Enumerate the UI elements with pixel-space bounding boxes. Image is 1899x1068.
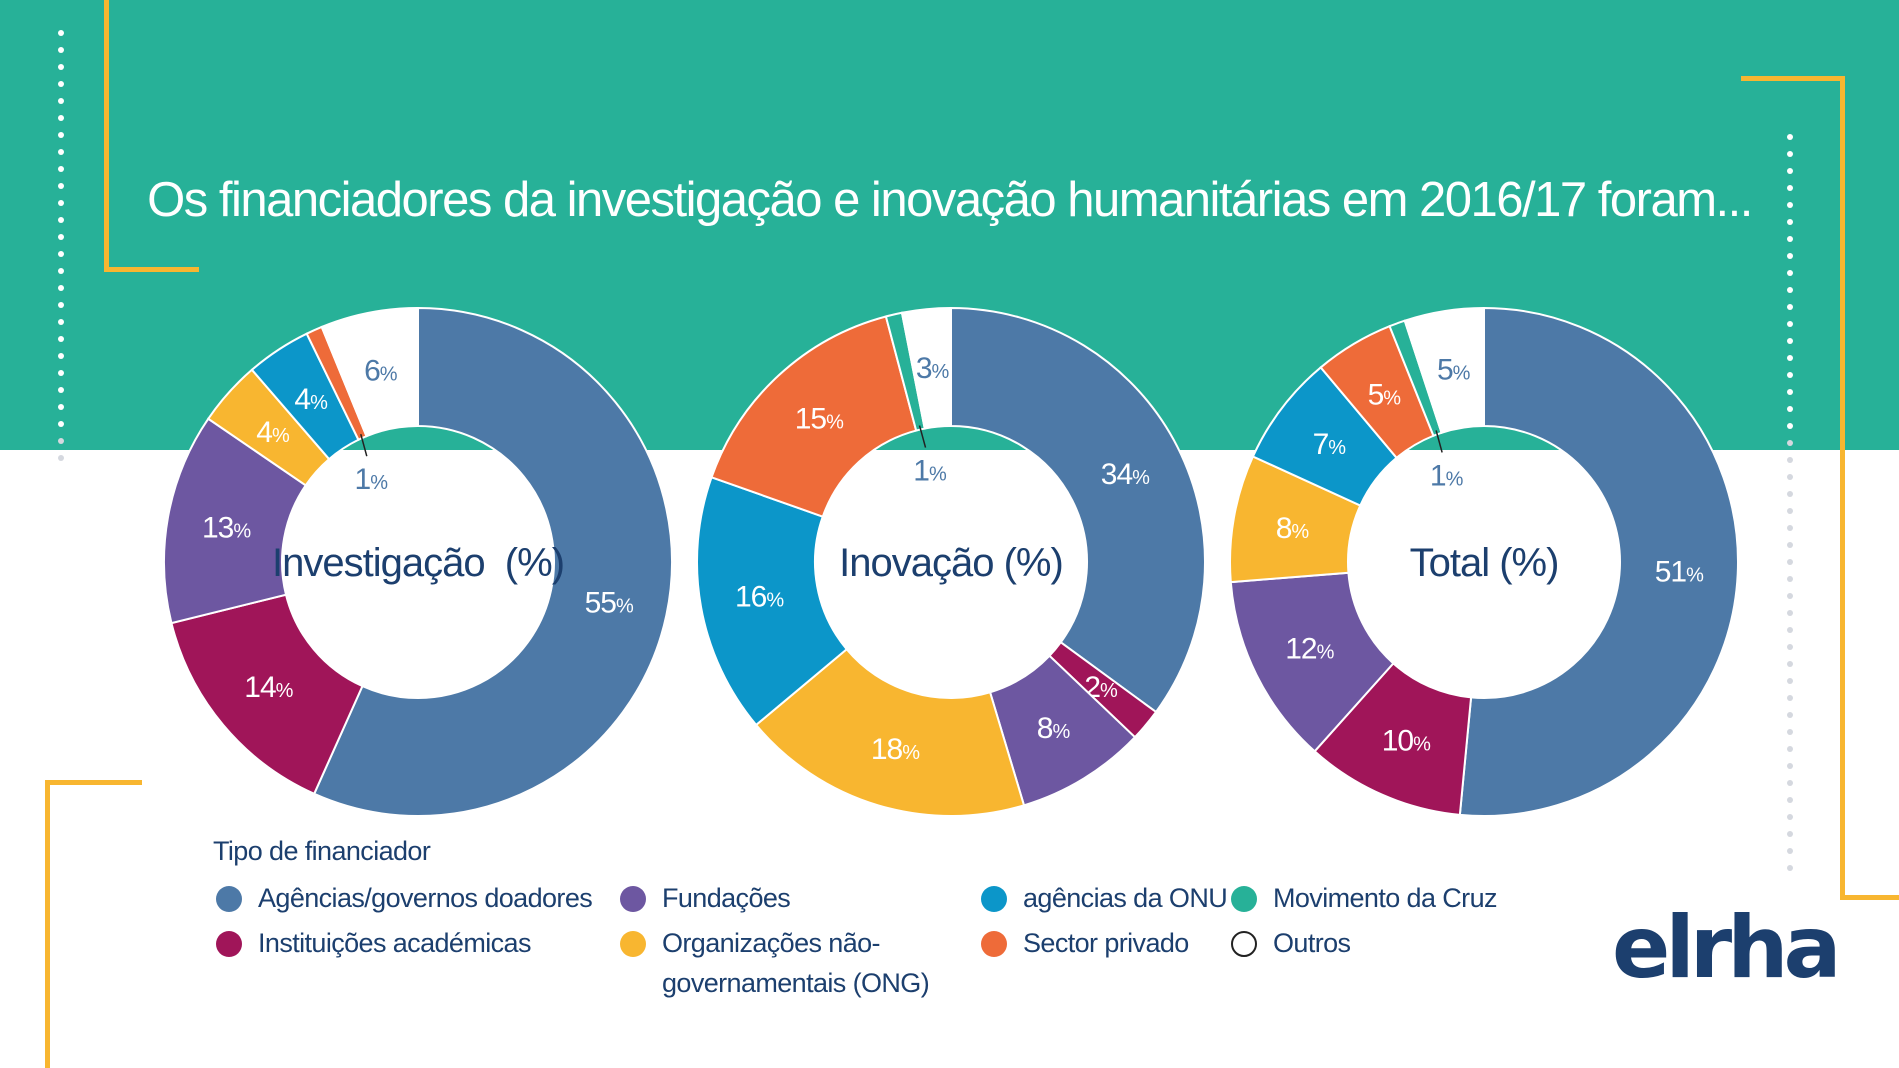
slice (696, 476, 849, 727)
data-label: 1% (1430, 459, 1464, 492)
legend-swatch (216, 886, 242, 912)
bracket-right-top (1741, 76, 1845, 81)
data-label: 1% (355, 463, 389, 496)
slice (754, 647, 1026, 817)
legend-swatch (981, 886, 1007, 912)
data-label: 51% (1655, 555, 1704, 588)
data-label: 16% (735, 581, 784, 614)
dotted-line-left (58, 30, 64, 438)
legend-label: Agências/governos doadores (258, 883, 593, 913)
data-label: 8% (1276, 512, 1310, 545)
legend-label-line2: governamentais (ONG) (662, 968, 930, 998)
donut-3: 51% 10% 12% 8% 7% 5% 1% 5% Total (%) (1229, 306, 1739, 817)
elrha-logo: elrha (1612, 898, 1841, 998)
data-label: 5% (1368, 379, 1402, 412)
data-label: 13% (202, 511, 251, 544)
donut-1: 55% 14% 13% 4%4% 1% 6% Investigação (%) (163, 306, 673, 817)
bracket-bottom-left-horizontal (45, 780, 142, 785)
bracket-top-left-vertical (104, 0, 109, 272)
legend-label: Organizações não- (662, 928, 881, 958)
legend-swatch (620, 886, 646, 912)
data-label: 34% (1101, 458, 1150, 491)
legend-title: Tipo de financiador (213, 836, 431, 866)
legend-label: Movimento da Cruz (1273, 883, 1497, 913)
slice (950, 306, 1206, 714)
legend-swatch (216, 931, 242, 957)
bracket-top-left-horizontal (104, 267, 199, 272)
page-title: Os financiadores da investigação e inova… (147, 173, 1753, 227)
slice (1458, 306, 1739, 817)
legend-swatch (1231, 931, 1257, 957)
dotted-line-right-faint (1787, 440, 1793, 882)
leader-line (360, 434, 368, 457)
donut-title: Total (%) (1410, 541, 1559, 585)
data-label: 3% (916, 352, 950, 385)
leader-line (1435, 430, 1443, 453)
slice (710, 315, 918, 518)
slice (900, 306, 952, 430)
slice (163, 417, 308, 625)
bracket-right-bottom (1840, 895, 1899, 900)
bracket-right-vertical (1840, 76, 1845, 900)
donut-title: Investigação (%) (272, 541, 564, 585)
data-label: 4% (294, 383, 328, 416)
data-label: 14% (244, 671, 293, 704)
donut-2: 34%2%8%18%16%15%1%3%Inovação (%) (696, 306, 1206, 817)
dotted-line-left-faint (58, 438, 64, 472)
legend-label: Fundações (662, 883, 791, 913)
legend-swatch (620, 931, 646, 957)
dotted-line-right (1787, 134, 1793, 440)
bracket-bottom-left-vertical (45, 780, 50, 1068)
legend-label: Instituições académicas (258, 928, 531, 958)
data-label: 12% (1285, 633, 1334, 666)
data-label: 15% (795, 403, 844, 436)
data-label: 7% (1313, 428, 1347, 461)
data-label: 1% (913, 455, 947, 488)
legend-label: Outros (1273, 928, 1351, 958)
data-label: 4% (256, 416, 290, 449)
data-label: 18% (871, 733, 920, 766)
donut-title: Inovação (%) (839, 541, 1063, 585)
legend-swatch (1231, 886, 1257, 912)
data-label: 55% (585, 587, 634, 620)
leader-line (918, 425, 927, 448)
legend-label: Sector privado (1023, 928, 1189, 958)
data-label: 8% (1037, 712, 1071, 745)
data-label: 10% (1382, 725, 1431, 758)
slice (1403, 306, 1485, 435)
legend-label: agências da ONU (1023, 883, 1228, 913)
slice (170, 593, 364, 796)
slice (312, 306, 673, 817)
data-label: 6% (364, 355, 398, 388)
slice (320, 306, 419, 438)
data-label: 5% (1437, 353, 1471, 386)
legend-swatch (981, 931, 1007, 957)
